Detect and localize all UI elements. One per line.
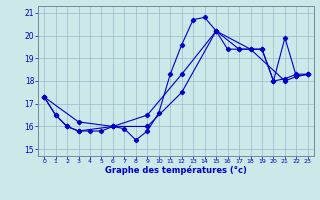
X-axis label: Graphe des températures (°c): Graphe des températures (°c) bbox=[105, 166, 247, 175]
